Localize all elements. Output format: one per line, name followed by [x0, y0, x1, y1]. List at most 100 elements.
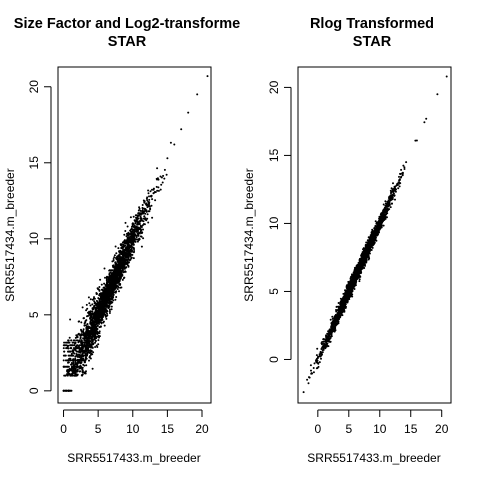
data-point [113, 274, 116, 277]
data-point [96, 311, 99, 314]
data-point [98, 293, 101, 296]
panel-right-points [302, 75, 448, 394]
data-point [65, 365, 68, 368]
data-point [108, 308, 111, 311]
data-point [129, 254, 132, 257]
data-point [85, 309, 88, 312]
data-point [69, 374, 72, 377]
data-point [141, 219, 144, 222]
data-point [138, 207, 141, 210]
data-point [106, 314, 109, 317]
data-point [74, 372, 77, 375]
data-point [77, 347, 80, 350]
data-point [76, 350, 79, 353]
data-point [70, 347, 73, 350]
data-point [131, 243, 134, 246]
data-point [103, 311, 106, 313]
data-point [108, 276, 111, 279]
data-point [132, 215, 135, 218]
data-point [389, 206, 392, 209]
data-point [206, 75, 209, 78]
data-point [133, 233, 136, 236]
data-point [152, 192, 155, 195]
data-point [132, 257, 135, 260]
data-point [110, 300, 113, 303]
data-point [109, 281, 112, 284]
y-tick-label: 5 [27, 311, 41, 318]
data-point [120, 247, 123, 250]
panel-right: Rlog Transformed STAR 0 5 10 15 20 05101520 … [242, 16, 452, 465]
data-point [143, 223, 146, 226]
data-point [73, 369, 76, 372]
data-point [104, 276, 106, 279]
data-point [106, 312, 108, 315]
data-point [387, 199, 390, 202]
data-point [110, 308, 113, 311]
data-point [87, 296, 90, 299]
data-point [94, 313, 97, 316]
data-point [97, 313, 100, 316]
data-point [142, 217, 145, 220]
data-point [129, 258, 132, 261]
data-point [129, 239, 132, 242]
data-point [139, 224, 142, 227]
data-point [77, 359, 80, 362]
data-point [83, 359, 86, 362]
data-point [403, 166, 406, 169]
data-point [327, 330, 330, 333]
data-point [102, 321, 105, 324]
data-point [132, 225, 135, 228]
data-point [393, 186, 396, 189]
data-point [64, 374, 67, 377]
data-point [90, 352, 93, 355]
data-point [105, 317, 108, 320]
panel-left-y-axis-label: SRR5517434.m_breeder [3, 168, 17, 301]
data-point [68, 357, 71, 360]
data-point [116, 288, 119, 290]
data-point [104, 284, 107, 286]
data-point [92, 315, 95, 318]
data-point [100, 321, 103, 324]
data-point [86, 344, 89, 347]
data-point [83, 344, 86, 347]
data-point [78, 344, 81, 347]
data-point [106, 310, 109, 313]
data-point [137, 209, 140, 212]
data-point [97, 297, 100, 300]
data-point [97, 303, 100, 306]
data-point [116, 277, 119, 280]
data-point [107, 298, 110, 301]
data-point [374, 225, 377, 227]
data-point [82, 363, 85, 366]
data-point [390, 187, 393, 190]
data-point [70, 339, 73, 342]
data-point [104, 296, 107, 299]
data-point [93, 296, 95, 299]
data-point [102, 299, 105, 302]
data-point [66, 373, 69, 376]
data-point [75, 347, 77, 350]
data-point [84, 320, 87, 323]
data-point [108, 300, 111, 303]
data-point [85, 350, 88, 353]
data-point [101, 307, 104, 309]
data-point [125, 247, 128, 249]
data-point [91, 307, 94, 310]
data-point [335, 310, 338, 313]
data-point [130, 250, 133, 253]
data-point [87, 331, 90, 334]
data-point [108, 304, 111, 306]
data-point [128, 252, 131, 255]
data-point [81, 344, 84, 347]
data-point [137, 234, 140, 237]
data-point [98, 336, 100, 339]
data-point [118, 283, 121, 286]
data-point [81, 359, 84, 362]
data-point [73, 374, 75, 377]
data-point [151, 216, 154, 219]
data-point [73, 347, 76, 350]
data-point [121, 265, 124, 268]
data-point [126, 259, 129, 262]
data-point [74, 362, 77, 365]
data-point [315, 367, 318, 370]
